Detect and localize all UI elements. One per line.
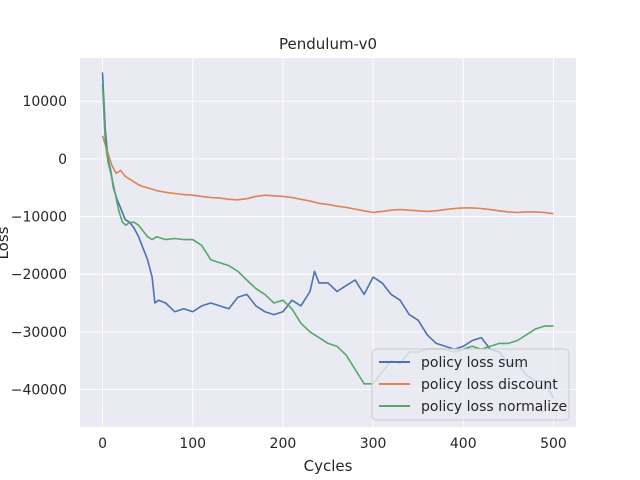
y-tick-label: −20000 bbox=[11, 267, 67, 283]
y-tick-label: −40000 bbox=[11, 383, 67, 399]
x-tick-label: 400 bbox=[450, 436, 477, 452]
x-tick-label: 100 bbox=[179, 436, 206, 452]
y-tick-label: −30000 bbox=[11, 325, 67, 341]
legend-label-1: policy loss sum bbox=[421, 355, 528, 371]
legend-label-3: policy loss normalize bbox=[421, 399, 567, 415]
chart-title: Pendulum-v0 bbox=[279, 35, 377, 53]
legend-label-2: policy loss discount bbox=[421, 377, 558, 393]
x-tick-label: 200 bbox=[270, 436, 297, 452]
y-tick-label: −10000 bbox=[11, 210, 67, 226]
y-tick-label: 10000 bbox=[22, 94, 67, 110]
y-tick-label: 0 bbox=[58, 152, 67, 168]
x-axis-label: Cycles bbox=[304, 457, 353, 475]
y-axis-label: Loss bbox=[0, 226, 12, 259]
x-tick-label: 500 bbox=[540, 436, 567, 452]
x-tick-label: 0 bbox=[98, 436, 107, 452]
legend: policy loss sum policy loss discount polic… bbox=[372, 349, 569, 420]
x-tick-label: 300 bbox=[360, 436, 387, 452]
